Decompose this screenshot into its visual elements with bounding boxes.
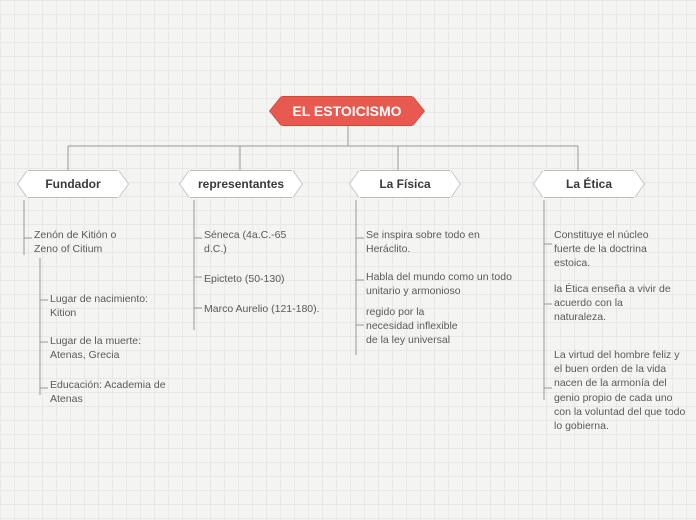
fundador-sub3: Educación: Academia de Atenas — [50, 378, 168, 406]
fundador-sub2: Lugar de la muerte: Atenas, Grecia — [50, 334, 168, 362]
fisica-2: Habla del mundo como un todo unitario y … — [366, 270, 526, 298]
root-node: EL ESTOICISMO — [270, 96, 424, 126]
branch-etica: La Ética — [534, 170, 644, 198]
branch-label: representantes — [190, 170, 292, 198]
etica-1: Constituye el núcleo fuerte de la doctri… — [554, 228, 674, 271]
branch-label: La Física — [360, 170, 450, 198]
etica-3: La virtud del hombre feliz y el buen ord… — [554, 348, 686, 433]
fundador-main: Zenón de Kitión o Zeno of Citium — [34, 228, 124, 256]
rep-1: Séneca (4a.C.-65 d.C.) — [204, 228, 299, 256]
branch-fundador: Fundador — [18, 170, 128, 198]
fundador-sub1: Lugar de nacimiento: Kition — [50, 292, 168, 320]
fisica-3: regido por la necesidad inflexible de la… — [366, 305, 471, 348]
branch-label: Fundador — [28, 170, 118, 198]
fisica-1: Se inspira sobre todo en Heráclito. — [366, 228, 481, 256]
rep-2: Epicteto (50-130) — [204, 272, 285, 286]
branch-fisica: La Física — [350, 170, 460, 198]
root-label: EL ESTOICISMO — [282, 96, 412, 126]
branch-representantes: representantes — [180, 170, 302, 198]
rep-3: Marco Aurelio (121-180). — [204, 302, 320, 316]
etica-2: la Ética enseña a vivir de acuerdo con l… — [554, 282, 672, 325]
branch-label: La Ética — [544, 170, 634, 198]
